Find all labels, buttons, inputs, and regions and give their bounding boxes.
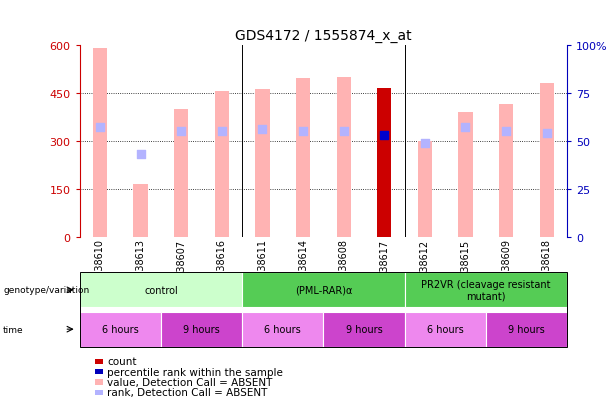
Point bbox=[135, 152, 145, 158]
Text: 9 hours: 9 hours bbox=[183, 324, 220, 335]
Bar bbox=[256, 90, 270, 237]
Point bbox=[460, 125, 470, 131]
Bar bbox=[499, 104, 513, 237]
Point bbox=[501, 128, 511, 135]
Text: control: control bbox=[144, 285, 178, 295]
Point bbox=[95, 125, 105, 131]
Point bbox=[542, 131, 552, 137]
Bar bbox=[134, 185, 148, 237]
Text: 9 hours: 9 hours bbox=[508, 324, 545, 335]
Bar bbox=[539, 84, 554, 237]
Point bbox=[339, 128, 349, 135]
Text: value, Detection Call = ABSENT: value, Detection Call = ABSENT bbox=[107, 377, 273, 387]
Text: PR2VR (cleavage resistant
mutant): PR2VR (cleavage resistant mutant) bbox=[421, 279, 550, 301]
Bar bbox=[337, 77, 351, 237]
Text: percentile rank within the sample: percentile rank within the sample bbox=[107, 367, 283, 377]
Text: count: count bbox=[107, 356, 137, 366]
Text: (PML-RAR)α: (PML-RAR)α bbox=[295, 285, 352, 295]
Text: 9 hours: 9 hours bbox=[346, 324, 383, 335]
Text: 6 hours: 6 hours bbox=[102, 324, 139, 335]
Title: GDS4172 / 1555874_x_at: GDS4172 / 1555874_x_at bbox=[235, 29, 412, 43]
Bar bbox=[215, 92, 229, 237]
Point bbox=[379, 133, 389, 139]
Point bbox=[420, 140, 430, 147]
Bar bbox=[174, 109, 188, 237]
Point bbox=[257, 127, 267, 133]
Bar bbox=[459, 113, 473, 237]
Text: 6 hours: 6 hours bbox=[427, 324, 463, 335]
Point bbox=[298, 128, 308, 135]
Bar bbox=[296, 79, 310, 237]
Text: genotype/variation: genotype/variation bbox=[3, 286, 89, 294]
Text: time: time bbox=[3, 325, 24, 334]
Point bbox=[217, 128, 227, 135]
Point bbox=[177, 128, 186, 135]
Bar bbox=[93, 49, 107, 237]
Text: rank, Detection Call = ABSENT: rank, Detection Call = ABSENT bbox=[107, 387, 268, 397]
Text: 6 hours: 6 hours bbox=[264, 324, 301, 335]
Bar bbox=[377, 89, 391, 237]
Bar bbox=[418, 141, 432, 237]
